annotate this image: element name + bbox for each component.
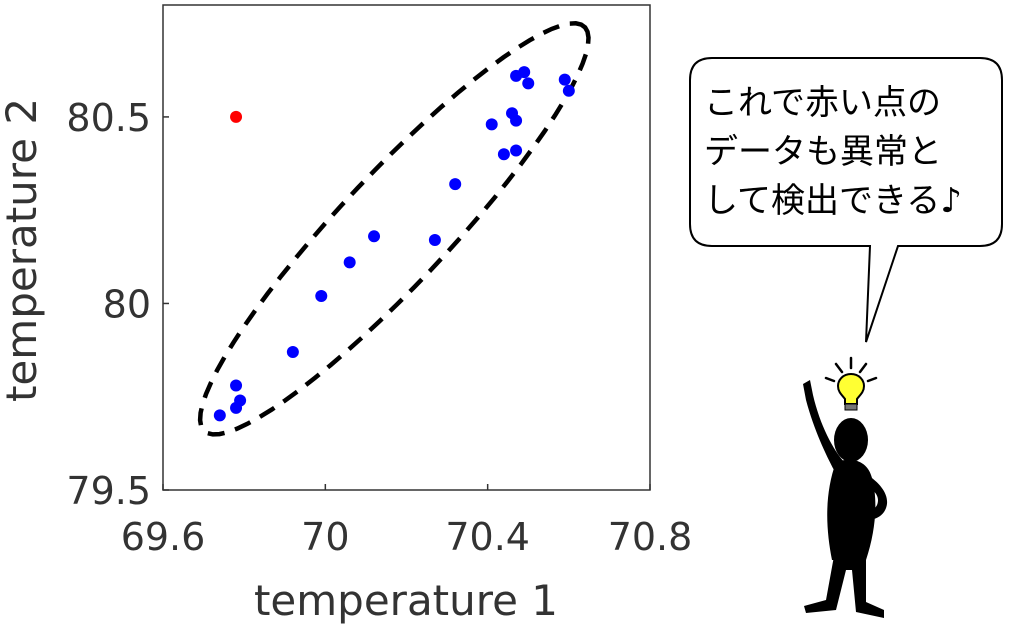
data-point [368,230,381,243]
y-axis-title: temperature 2 [0,98,46,402]
person-hip-arm [860,474,888,520]
bubble-line-3: して検出できる♪ [704,181,962,221]
y-tick-label: 80 [103,282,151,326]
data-points [213,66,575,422]
cluster-ellipse [197,21,591,437]
x-tick-label: 70.8 [608,515,693,559]
data-point [485,118,498,131]
thinking-person-icon [803,356,888,618]
lightbulb-icon [836,372,866,411]
idea-rays [824,356,878,383]
data-point [510,114,523,127]
data-point [315,290,328,302]
speech-bubble: これで赤い点の データも異常と して検出できる♪ [689,57,1003,343]
data-point [497,148,510,161]
data-point [213,409,226,422]
x-axis-title: temperature 1 [254,576,558,625]
x-tick-label: 70 [301,515,349,559]
x-tick-label: 69.6 [121,515,206,559]
y-tick-label: 79.5 [66,469,151,513]
data-point [428,234,441,247]
data-point [518,66,531,79]
data-point [510,144,523,157]
person-legs [804,556,884,618]
data-point [343,256,356,269]
data-point [286,345,299,358]
axis-tick-labels: 69.6 70 70.4 70.8 79.5 80 80.5 [66,96,692,559]
speech-bubble-shape [689,57,1003,343]
bubble-line-2: データも異常と [704,132,942,172]
axis-ticks [162,116,651,491]
data-point [234,394,247,407]
data-point [449,178,462,191]
data-point [230,379,243,392]
person-torso [827,459,876,560]
y-tick-label: 80.5 [66,96,151,140]
bubble-line-1: これで赤い点の [704,83,941,123]
data-point [558,73,571,86]
scatter-plot: 69.6 70 70.4 70.8 79.5 80 80.5 [66,4,692,559]
plot-frame [162,4,651,491]
person-raised-arm [803,380,845,470]
data-point [522,77,535,90]
person-head [834,418,868,462]
anomaly-point [230,110,243,123]
x-tick-label: 70.4 [445,515,530,559]
data-point [562,84,575,97]
